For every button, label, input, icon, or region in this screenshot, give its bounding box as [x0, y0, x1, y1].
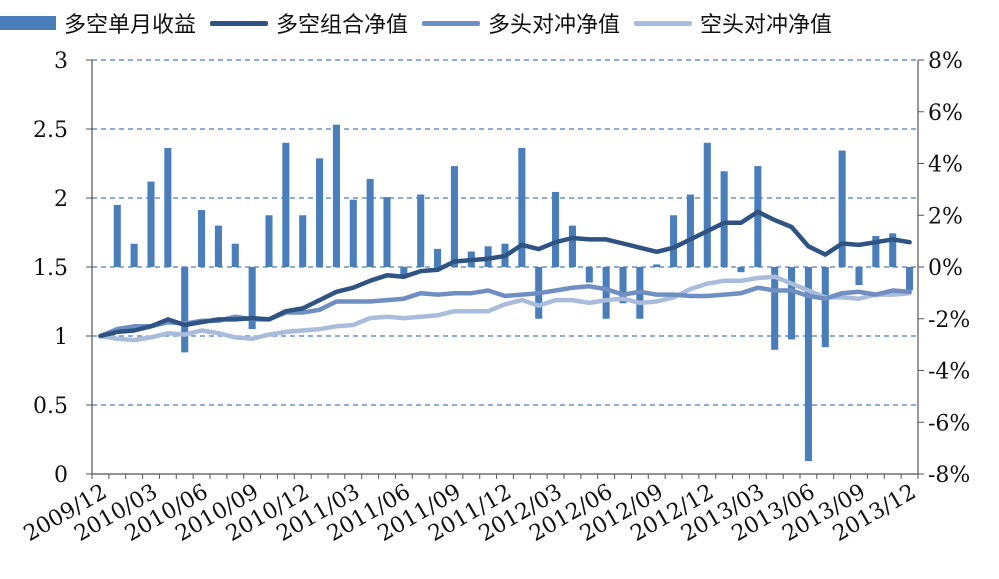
y-right-tick-label: -4%	[928, 360, 970, 385]
bar	[821, 267, 829, 348]
y-right-tick-label: -2%	[928, 308, 970, 333]
bar	[383, 197, 391, 267]
y-left-tick-label: 2	[54, 187, 68, 212]
bar	[214, 225, 222, 267]
y-right-tick-label: -8%	[928, 463, 970, 488]
bar	[417, 194, 425, 267]
legend-swatch-line	[210, 20, 269, 26]
bar	[316, 158, 324, 267]
bar	[198, 210, 206, 267]
bar	[720, 171, 728, 267]
legend: 多空单月收益 多空组合净值 多头对冲净值 空头对冲净值	[0, 8, 846, 38]
bar	[872, 235, 880, 267]
y-right-tick-label: 2%	[928, 204, 963, 229]
bar	[686, 194, 694, 267]
bar	[349, 199, 357, 267]
y-left-tick-label: 0	[54, 463, 68, 488]
line-long-short-nav	[98, 209, 912, 339]
legend-item-long-hedge-nav: 多头对冲净值	[422, 7, 620, 39]
y-right-tick-label: -6%	[928, 411, 970, 436]
y-left-tick-label: 1.5	[33, 256, 68, 281]
line-series	[98, 209, 912, 343]
legend-swatch-bar	[0, 16, 56, 30]
bar	[602, 267, 610, 319]
bar	[181, 267, 189, 353]
bar	[804, 267, 812, 462]
bar	[703, 142, 711, 267]
bar	[518, 147, 526, 267]
bar	[838, 150, 846, 267]
y-right-tick-label: 6%	[928, 101, 963, 126]
line-long-hedge-nav	[98, 284, 912, 339]
line-short-hedge-nav	[98, 274, 912, 343]
bar	[619, 267, 627, 304]
bar	[771, 267, 779, 350]
y-left-tick-label: 1	[54, 325, 68, 350]
legend-swatch-line	[634, 20, 693, 26]
bar	[248, 267, 256, 330]
bar	[653, 264, 661, 267]
legend-label: 多头对冲净值	[488, 13, 621, 38]
y-left-tick-label: 3	[54, 49, 68, 74]
bar	[366, 179, 374, 267]
legend-label: 多空组合净值	[276, 13, 409, 38]
bar	[585, 267, 593, 283]
bar	[164, 147, 172, 267]
bar	[332, 124, 340, 267]
bar-series	[113, 124, 914, 462]
bar	[265, 215, 273, 267]
bar	[889, 233, 897, 267]
bar	[434, 248, 442, 267]
legend-item-short-hedge-nav: 空头对冲净值	[634, 7, 832, 39]
y-right-tick-label: 8%	[928, 49, 963, 74]
y-left-tick-label: 2.5	[33, 118, 68, 143]
bar	[855, 267, 863, 286]
bar	[552, 191, 560, 267]
bar	[147, 181, 155, 267]
legend-label: 空头对冲净值	[700, 13, 833, 38]
y-left-tick-label: 0.5	[33, 394, 68, 419]
y-right-tick-label: 4%	[928, 153, 963, 178]
bar	[737, 267, 745, 273]
bar	[788, 267, 796, 340]
legend-label: 多空单月收益	[64, 13, 197, 38]
bar	[450, 166, 458, 267]
bar	[400, 267, 408, 275]
bar	[130, 243, 138, 267]
bar	[754, 166, 762, 267]
bar	[670, 215, 678, 267]
bar	[231, 243, 239, 267]
bar	[113, 204, 121, 267]
bar	[906, 267, 914, 291]
bar	[299, 215, 307, 267]
bar	[282, 142, 290, 267]
legend-item-monthly-return: 多空单月收益	[0, 7, 196, 39]
legend-item-long-short-nav: 多空组合净值	[210, 7, 408, 39]
bar	[568, 225, 576, 267]
y-right-tick-label: 0%	[928, 256, 963, 281]
legend-swatch-line	[422, 20, 481, 26]
